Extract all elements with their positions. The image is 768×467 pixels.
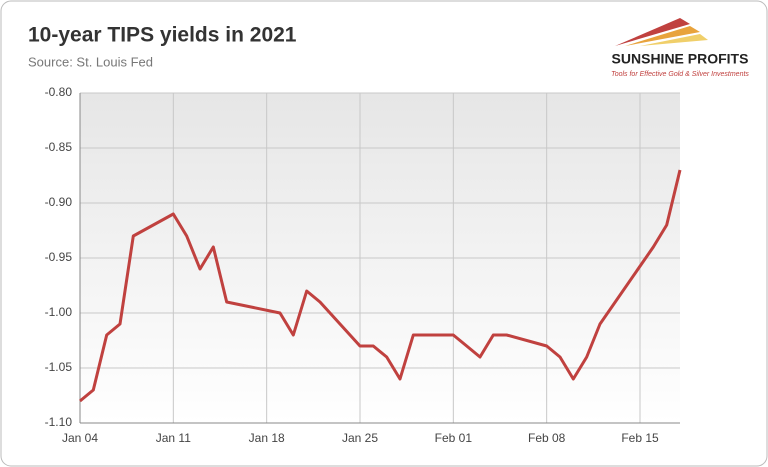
y-tick-label: -1.05 bbox=[45, 360, 73, 374]
x-tick-label: Jan 11 bbox=[156, 431, 191, 445]
x-tick-label: Jan 04 bbox=[62, 431, 98, 445]
data-line bbox=[79, 169, 682, 403]
logo-ray bbox=[640, 34, 708, 46]
y-tick-label: -0.85 bbox=[45, 140, 73, 154]
brand-name: SUNSHINE PROFITS bbox=[612, 51, 749, 67]
y-tick-label: -1.00 bbox=[45, 305, 73, 319]
logo-ray bbox=[625, 26, 700, 46]
y-tick-label: -1.10 bbox=[45, 415, 73, 429]
y-tick-label: -0.90 bbox=[45, 195, 73, 209]
x-tick-label: Feb 15 bbox=[621, 431, 659, 445]
x-tick-label: Jan 18 bbox=[249, 431, 285, 445]
logo-ray bbox=[615, 18, 690, 46]
x-tick-label: Feb 01 bbox=[435, 431, 473, 445]
brand-tagline: Tools for Effective Gold & Silver Invest… bbox=[611, 71, 749, 78]
y-tick-label: -0.95 bbox=[45, 250, 73, 264]
chart-title: 10-year TIPS yields in 2021 bbox=[28, 24, 297, 47]
chart-subtitle: Source: St. Louis Fed bbox=[28, 54, 153, 69]
logo: SUNSHINE PROFITS Tools for Effective Gol… bbox=[611, 18, 749, 78]
x-tick-label: Feb 08 bbox=[528, 431, 566, 445]
x-tick-label: Jan 25 bbox=[342, 431, 378, 445]
y-tick-label: -0.80 bbox=[45, 85, 73, 99]
